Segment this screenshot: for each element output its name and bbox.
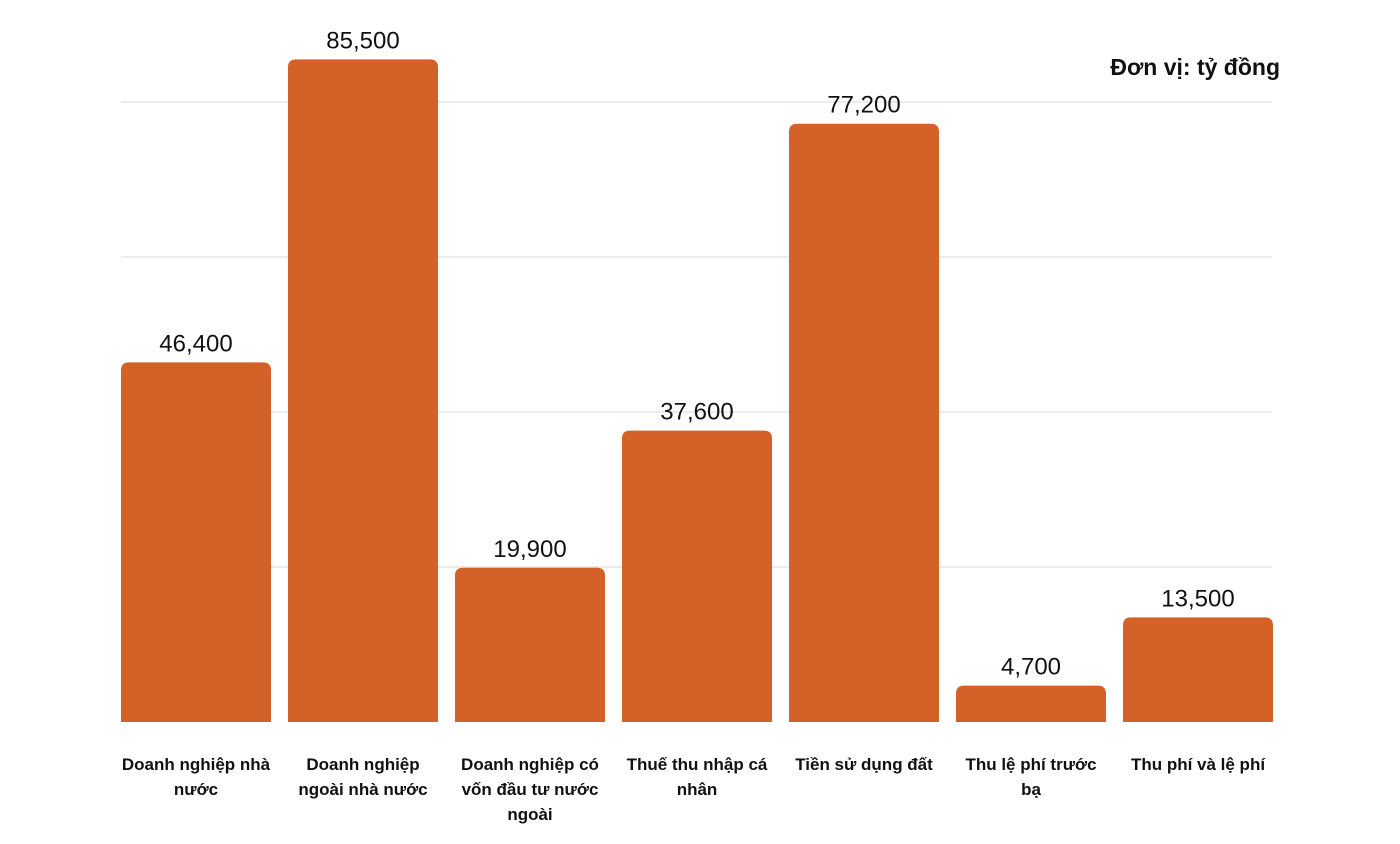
value-label: 13,500 <box>1161 585 1234 612</box>
bar <box>956 685 1106 722</box>
value-label: 46,400 <box>159 330 232 357</box>
bar <box>622 430 772 722</box>
unit-label: Đơn vị: tỷ đồng <box>1110 54 1280 80</box>
category-label: Thu lệ phí trước bạ <box>965 755 1097 799</box>
category-label: Tiền sử dụng đất <box>795 755 933 774</box>
bars <box>121 59 1273 722</box>
value-labels: 46,400 85,500 19,900 37,600 77,200 4,700 13,50… <box>159 27 1234 680</box>
bar <box>789 123 939 722</box>
category-label: Thuế thu nhập cá nhân <box>626 755 768 799</box>
category-label: Doanh nghiệp nhà nước <box>121 755 271 799</box>
category-label: Doanh nghiệp ngoài nhà nước <box>298 755 428 799</box>
value-label: 4,700 <box>1001 654 1061 681</box>
value-label: 37,600 <box>660 399 733 426</box>
category-label: Doanh nghiệp có vốn đầu tư nước ngoài <box>461 755 599 824</box>
category-label: Thu phí và lệ phí <box>1130 755 1266 774</box>
bar <box>1123 617 1273 722</box>
value-label: 77,200 <box>827 92 900 119</box>
bar <box>455 567 605 722</box>
bar <box>288 59 438 722</box>
bar <box>121 362 271 722</box>
value-label: 19,900 <box>493 536 566 563</box>
value-label: 85,500 <box>326 27 399 54</box>
